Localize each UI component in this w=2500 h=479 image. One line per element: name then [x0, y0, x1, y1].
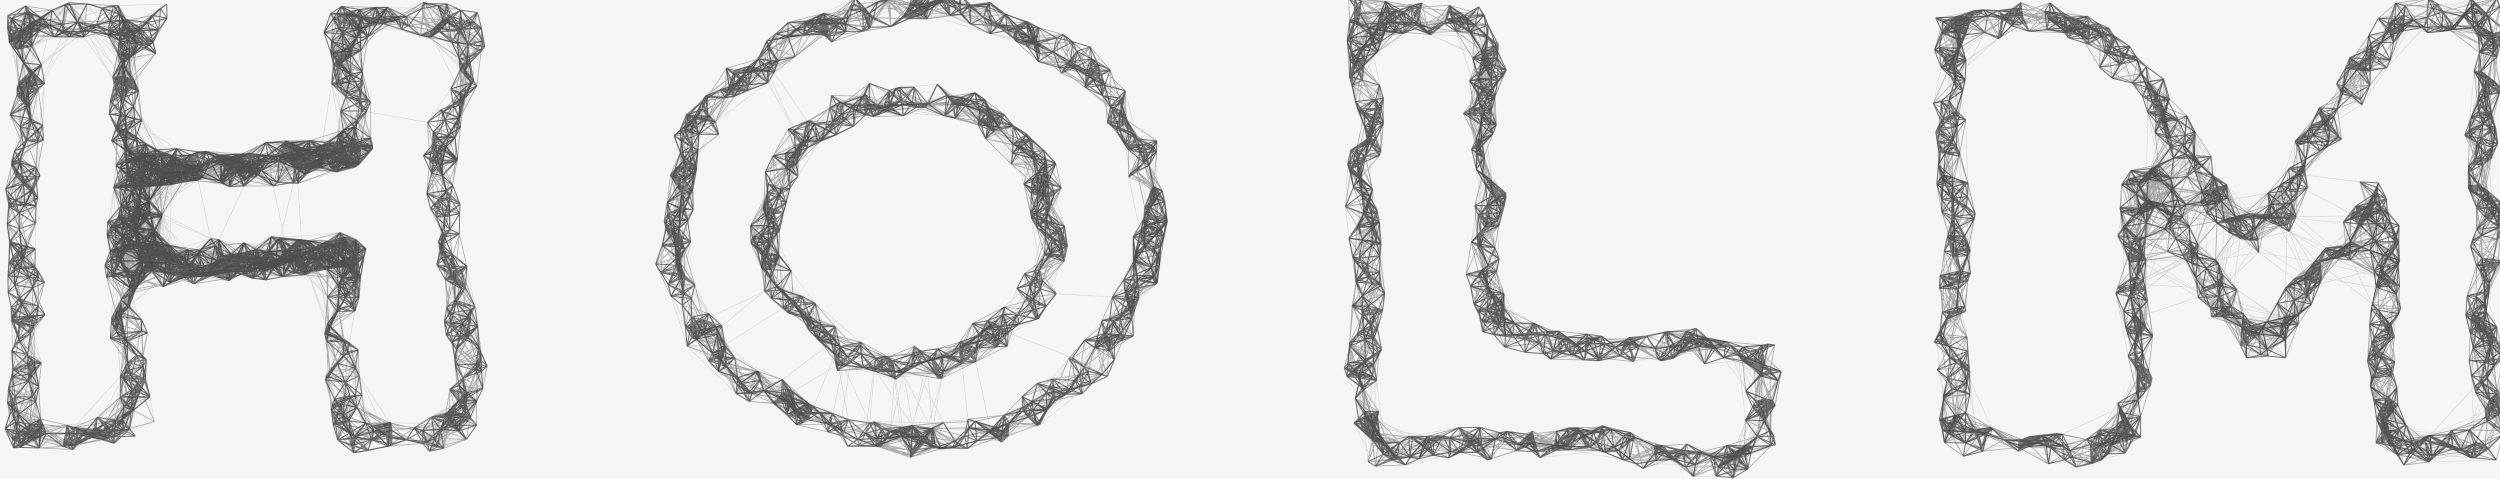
- letter-o-mesh: [655, 0, 1168, 458]
- letter-l-mesh: [1343, 0, 1782, 479]
- mesh-edges: [655, 0, 1168, 458]
- letter-m-mesh: [1932, 0, 2500, 468]
- mesh-edges: [1932, 0, 2500, 468]
- mesh-edges: [1343, 0, 1782, 479]
- letter-h-mesh: [4, 1, 488, 454]
- mesh-edges: [4, 1, 488, 454]
